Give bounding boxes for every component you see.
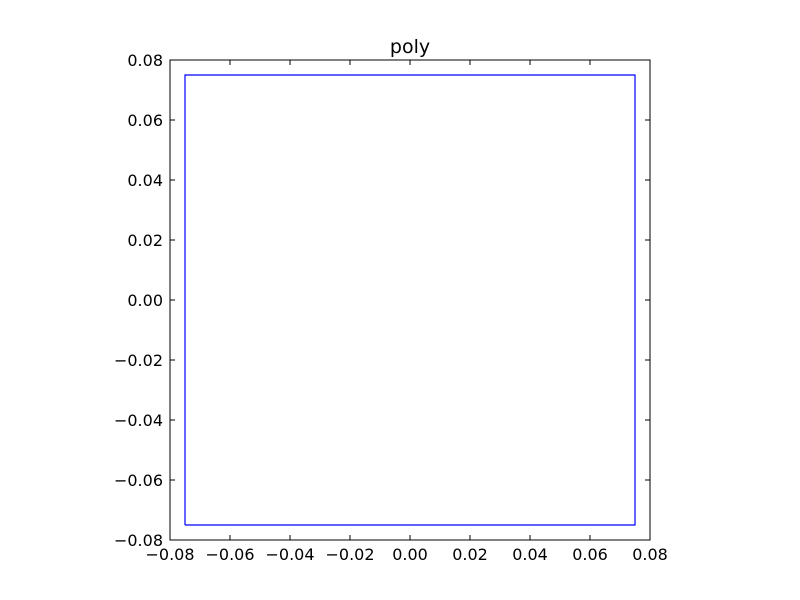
x-tick-label: 0.00: [392, 545, 428, 564]
series-line-0: [184, 74, 636, 526]
y-tick-label: 0.06: [127, 111, 163, 130]
x-tick-label: 0.02: [452, 545, 488, 564]
x-tick-label: 0.06: [572, 545, 608, 564]
x-tick-label: 0.04: [512, 545, 548, 564]
x-tick-label: −0.08: [145, 545, 194, 564]
series-layer: [184, 74, 636, 526]
y-tick-label: 0.02: [127, 231, 163, 250]
plot-background: [170, 60, 650, 540]
y-tick-label: −0.02: [114, 351, 163, 370]
y-tick-label: −0.04: [114, 411, 163, 430]
x-tick-label: −0.04: [265, 545, 314, 564]
y-tick-label: 0.04: [127, 171, 163, 190]
y-axis: −0.08 −0.06 −0.04 −0.02 0.00 0.02 0.04 0.06 0.08: [114, 51, 650, 550]
x-axis: −0.08 −0.06 −0.04 −0.02 0.00 0.02 0.04 0.06 0.08: [145, 60, 668, 564]
y-tick-label: 0.00: [127, 291, 163, 310]
y-tick-label: −0.08: [114, 531, 163, 550]
y-tick-label: 0.08: [127, 51, 163, 70]
plot-area: [170, 60, 650, 540]
x-tick-label: −0.06: [205, 545, 254, 564]
chart-title: poly: [390, 36, 430, 58]
x-tick-label: 0.08: [632, 545, 668, 564]
x-tick-label: −0.02: [325, 545, 374, 564]
y-tick-label: −0.06: [114, 471, 163, 490]
